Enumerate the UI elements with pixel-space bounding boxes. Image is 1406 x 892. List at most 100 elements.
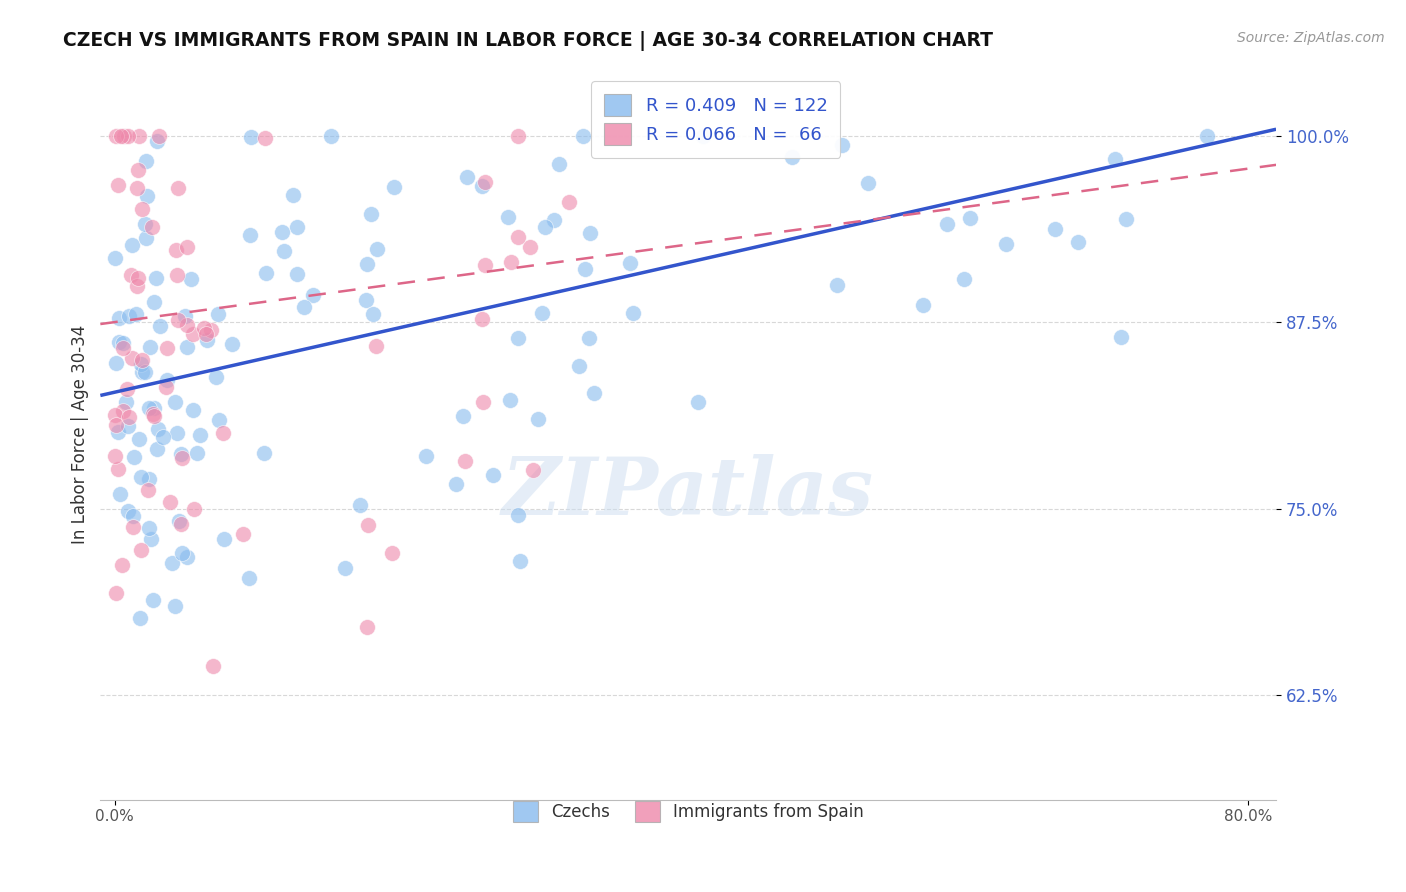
Point	[381, 546, 404, 560]
Point	[145, 134, 167, 148]
Point	[111, 558, 134, 572]
Point	[145, 442, 167, 456]
Point	[142, 593, 165, 607]
Point	[143, 409, 166, 423]
Point	[176, 318, 198, 333]
Point	[188, 427, 211, 442]
Point	[156, 342, 179, 356]
Point	[935, 218, 957, 232]
Point	[456, 169, 478, 184]
Point	[506, 230, 529, 244]
Point	[145, 270, 167, 285]
Point	[142, 407, 165, 421]
Point	[167, 181, 190, 195]
Point	[148, 319, 170, 334]
Point	[128, 432, 150, 446]
Point	[142, 295, 165, 310]
Point	[125, 307, 148, 321]
Point	[166, 425, 188, 440]
Text: CZECH VS IMMIGRANTS FROM SPAIN IN LABOR FORCE | AGE 30-34 CORRELATION CHART: CZECH VS IMMIGRANTS FROM SPAIN IN LABOR …	[63, 31, 993, 51]
Point	[285, 219, 308, 234]
Point	[568, 359, 591, 373]
Point	[167, 313, 190, 327]
Point	[195, 327, 218, 342]
Point	[211, 425, 233, 440]
Legend: Czechs, Immigrants from Spain: Czechs, Immigrants from Spain	[499, 788, 877, 835]
Point	[451, 409, 474, 424]
Point	[148, 128, 170, 143]
Point	[911, 298, 934, 312]
Point	[121, 238, 143, 252]
Point	[583, 386, 606, 401]
Point	[953, 272, 976, 286]
Point	[131, 202, 153, 217]
Point	[212, 532, 235, 546]
Point	[283, 188, 305, 202]
Point	[621, 306, 644, 320]
Point	[254, 131, 277, 145]
Point	[160, 556, 183, 570]
Point	[180, 272, 202, 286]
Point	[104, 408, 127, 422]
Point	[195, 333, 218, 347]
Text: ZIPatlas: ZIPatlas	[502, 454, 875, 532]
Point	[454, 453, 477, 467]
Point	[176, 340, 198, 354]
Point	[366, 242, 388, 256]
Point	[104, 251, 127, 265]
Point	[239, 227, 262, 242]
Point	[522, 463, 544, 477]
Point	[239, 130, 262, 145]
Point	[107, 425, 129, 440]
Point	[831, 138, 853, 153]
Point	[136, 189, 159, 203]
Point	[361, 307, 384, 321]
Point	[107, 334, 129, 349]
Point	[138, 472, 160, 486]
Point	[533, 220, 555, 235]
Point	[356, 257, 378, 271]
Point	[112, 404, 135, 418]
Point	[509, 553, 531, 567]
Point	[142, 401, 165, 416]
Point	[186, 446, 208, 460]
Point	[129, 543, 152, 558]
Point	[129, 610, 152, 624]
Point	[619, 256, 641, 270]
Point	[579, 226, 602, 240]
Point	[499, 255, 522, 269]
Point	[356, 620, 378, 634]
Point	[170, 546, 193, 560]
Point	[173, 309, 195, 323]
Point	[138, 521, 160, 535]
Point	[825, 277, 848, 292]
Point	[959, 211, 981, 225]
Point	[995, 236, 1018, 251]
Point	[127, 278, 149, 293]
Point	[202, 659, 225, 673]
Point	[301, 288, 323, 302]
Point	[181, 326, 204, 341]
Point	[183, 501, 205, 516]
Point	[571, 128, 593, 143]
Point	[519, 240, 541, 254]
Point	[207, 307, 229, 321]
Text: Source: ZipAtlas.com: Source: ZipAtlas.com	[1237, 31, 1385, 45]
Point	[117, 128, 139, 143]
Point	[333, 561, 356, 575]
Point	[104, 417, 127, 432]
Point	[112, 128, 135, 143]
Point	[506, 128, 529, 143]
Point	[107, 178, 129, 193]
Point	[118, 409, 141, 424]
Point	[117, 504, 139, 518]
Point	[128, 128, 150, 143]
Point	[1109, 329, 1132, 343]
Point	[129, 357, 152, 371]
Point	[273, 244, 295, 259]
Point	[193, 320, 215, 334]
Point	[125, 181, 148, 195]
Point	[136, 483, 159, 497]
Point	[115, 382, 138, 396]
Point	[208, 413, 231, 427]
